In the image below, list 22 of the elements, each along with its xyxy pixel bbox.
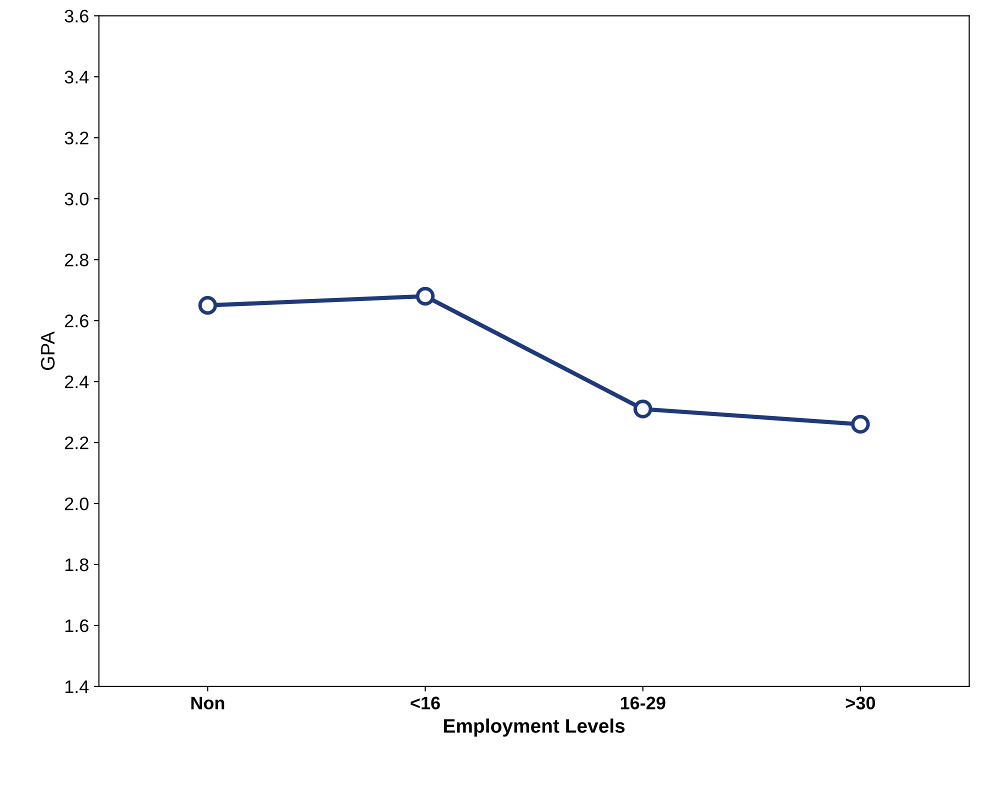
y-tick-label: 2.4 xyxy=(64,376,89,388)
y-axis-title: GPA xyxy=(40,331,55,370)
x-tick-label: 16-29 xyxy=(620,696,666,710)
x-tick-label: <16 xyxy=(410,696,440,710)
y-tick-label: 1.4 xyxy=(65,680,89,693)
y-tick-label: 2.2 xyxy=(64,436,88,450)
point xyxy=(851,414,870,434)
x-axis-title: Employment Levels xyxy=(444,718,625,737)
y-tick-label: 3.0 xyxy=(64,192,88,206)
y-tick-label: 2.0 xyxy=(64,497,88,510)
y-tick-label: 1.6 xyxy=(65,619,88,632)
x-tick-label: >30 xyxy=(846,696,876,710)
y-tick-label: 2.6 xyxy=(64,314,88,328)
y-tick-label: 3.4 xyxy=(64,70,89,84)
y-tick-label: 1.8 xyxy=(65,558,88,572)
x-tick-label: Non xyxy=(191,696,224,710)
y-tick-label: 3.6 xyxy=(64,10,88,22)
point xyxy=(633,400,652,418)
point xyxy=(416,286,435,306)
y-tick-label: 3.2 xyxy=(64,132,88,144)
point xyxy=(198,296,218,315)
y-tick-label: 2.8 xyxy=(64,254,88,266)
